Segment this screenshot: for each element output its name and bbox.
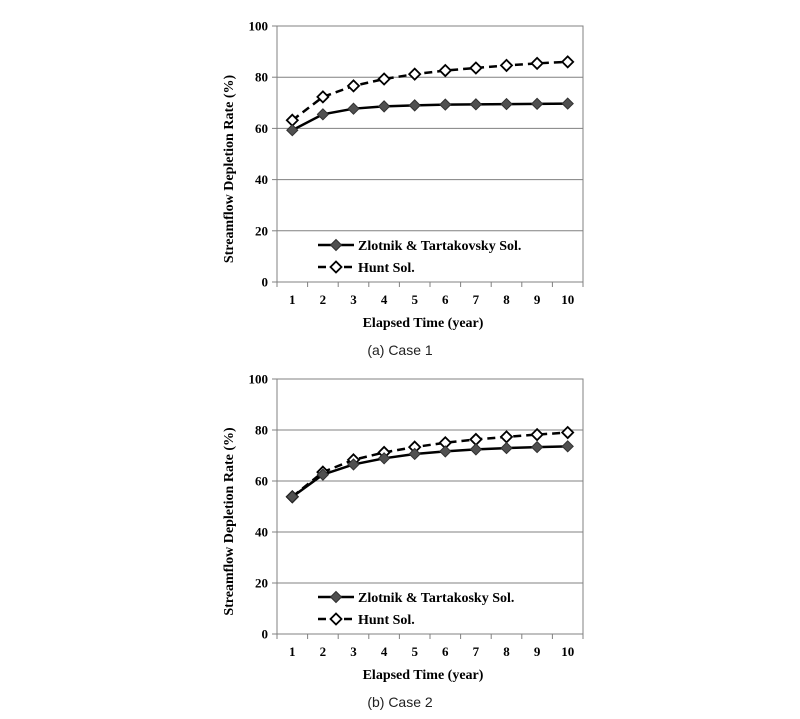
y-tick-label: 20 bbox=[255, 223, 268, 238]
data-point-hunt bbox=[499, 58, 514, 73]
caption-case-1: (a) Case 1 bbox=[367, 342, 433, 358]
data-point-zlotnik bbox=[347, 458, 360, 471]
data-point-zlotnik bbox=[469, 98, 483, 111]
data-point-zlotnik bbox=[439, 445, 452, 458]
caption-case-2: (b) Case 2 bbox=[367, 694, 433, 710]
data-point-hunt bbox=[469, 61, 483, 75]
legend-label-0: Zlotnik & Tartakosky Sol. bbox=[358, 591, 514, 606]
data-point-zlotnik bbox=[377, 452, 391, 465]
y-tick-label: 40 bbox=[255, 525, 268, 540]
data-point-zlotnik bbox=[500, 441, 513, 455]
chart-case-1: 0 20 40 60 80 100 1 2 3 4 5 6 7 8 9 10 Elapsed Time (yea… bbox=[222, 19, 584, 331]
x-tick-label: 9 bbox=[534, 644, 541, 659]
x-axis-title: Elapsed Time (year) bbox=[363, 316, 484, 331]
data-point-zlotnik bbox=[408, 447, 421, 461]
y-tick-label: 0 bbox=[262, 627, 269, 642]
data-point-zlotnik bbox=[561, 440, 574, 453]
x-axis-title: Elapsed Time (year) bbox=[363, 668, 484, 683]
y-tick-label: 20 bbox=[255, 576, 268, 591]
x-tick-label: 8 bbox=[503, 644, 510, 659]
legend-marker-1 bbox=[329, 612, 343, 626]
data-point-zlotnik bbox=[286, 490, 299, 504]
x-tick-label: 10 bbox=[561, 644, 574, 659]
series-line-zlotnik bbox=[291, 102, 568, 132]
x-tick-label: 6 bbox=[442, 292, 449, 307]
x-tick-label: 7 bbox=[473, 292, 480, 307]
data-point-hunt bbox=[438, 63, 453, 78]
x-tick-label: 10 bbox=[561, 292, 574, 307]
x-tick-label: 9 bbox=[534, 292, 541, 307]
x-tick-label: 5 bbox=[411, 292, 418, 307]
data-point-hunt bbox=[377, 72, 391, 86]
y-tick-label: 60 bbox=[255, 474, 268, 489]
y-tick-label: 100 bbox=[249, 19, 269, 34]
x-tick-label: 2 bbox=[320, 292, 327, 307]
data-point-zlotnik bbox=[316, 468, 330, 481]
data-point-zlotnik bbox=[530, 97, 544, 111]
data-point-hunt bbox=[560, 55, 575, 69]
y-tick-label: 80 bbox=[255, 423, 268, 438]
chart-case-2: 0 20 40 60 80 100 1 2 3 4 5 6 7 8 9 10 Elapsed Time (yea… bbox=[222, 372, 584, 683]
data-point-zlotnik bbox=[347, 102, 360, 115]
y-tick-label: 100 bbox=[249, 372, 269, 387]
data-point-hunt bbox=[407, 67, 422, 81]
data-point-hunt bbox=[530, 56, 544, 71]
data-point-hunt bbox=[316, 90, 330, 104]
data-point-hunt bbox=[560, 425, 575, 440]
data-point-zlotnik bbox=[500, 97, 513, 111]
legend-label-0: Zlotnik & Tartakovsky Sol. bbox=[358, 239, 521, 254]
legend-label-1: Hunt Sol. bbox=[358, 613, 415, 628]
series-line-zlotnik bbox=[291, 445, 568, 498]
x-tick-label: 7 bbox=[473, 644, 480, 659]
y-tick-label: 60 bbox=[255, 121, 268, 136]
legend-marker-1 bbox=[329, 260, 343, 274]
data-point-zlotnik bbox=[408, 99, 421, 112]
data-point-zlotnik bbox=[316, 108, 330, 121]
y-tick-label: 0 bbox=[262, 275, 269, 290]
data-point-zlotnik bbox=[469, 443, 483, 456]
data-point-zlotnik bbox=[530, 440, 544, 454]
data-point-zlotnik bbox=[377, 100, 391, 113]
data-point-zlotnik bbox=[561, 97, 574, 110]
y-axis-title: Streamflow Depletion Rate (%) bbox=[222, 75, 237, 264]
legend-marker-0 bbox=[329, 238, 343, 252]
x-tick-label: 4 bbox=[381, 644, 388, 659]
x-tick-label: 6 bbox=[442, 644, 449, 659]
series-line-hunt bbox=[291, 431, 568, 498]
x-tick-label: 1 bbox=[289, 292, 296, 307]
x-tick-label: 1 bbox=[289, 644, 296, 659]
x-tick-label: 3 bbox=[350, 644, 357, 659]
y-tick-label: 40 bbox=[255, 172, 268, 187]
legend-marker-0 bbox=[329, 590, 343, 604]
data-point-zlotnik bbox=[439, 98, 452, 111]
legend-label-1: Hunt Sol. bbox=[358, 261, 415, 276]
x-tick-label: 4 bbox=[381, 292, 388, 307]
y-tick-label: 80 bbox=[255, 70, 268, 85]
x-tick-label: 2 bbox=[320, 644, 327, 659]
y-axis-title: Streamflow Depletion Rate (%) bbox=[222, 427, 237, 616]
data-point-hunt bbox=[499, 430, 514, 444]
data-point-hunt bbox=[530, 427, 544, 442]
x-tick-label: 5 bbox=[411, 644, 418, 659]
data-point-zlotnik bbox=[286, 123, 299, 137]
series-line-hunt bbox=[291, 60, 568, 122]
data-point-hunt bbox=[346, 79, 361, 93]
x-tick-label: 3 bbox=[350, 292, 357, 307]
x-tick-label: 8 bbox=[503, 292, 510, 307]
